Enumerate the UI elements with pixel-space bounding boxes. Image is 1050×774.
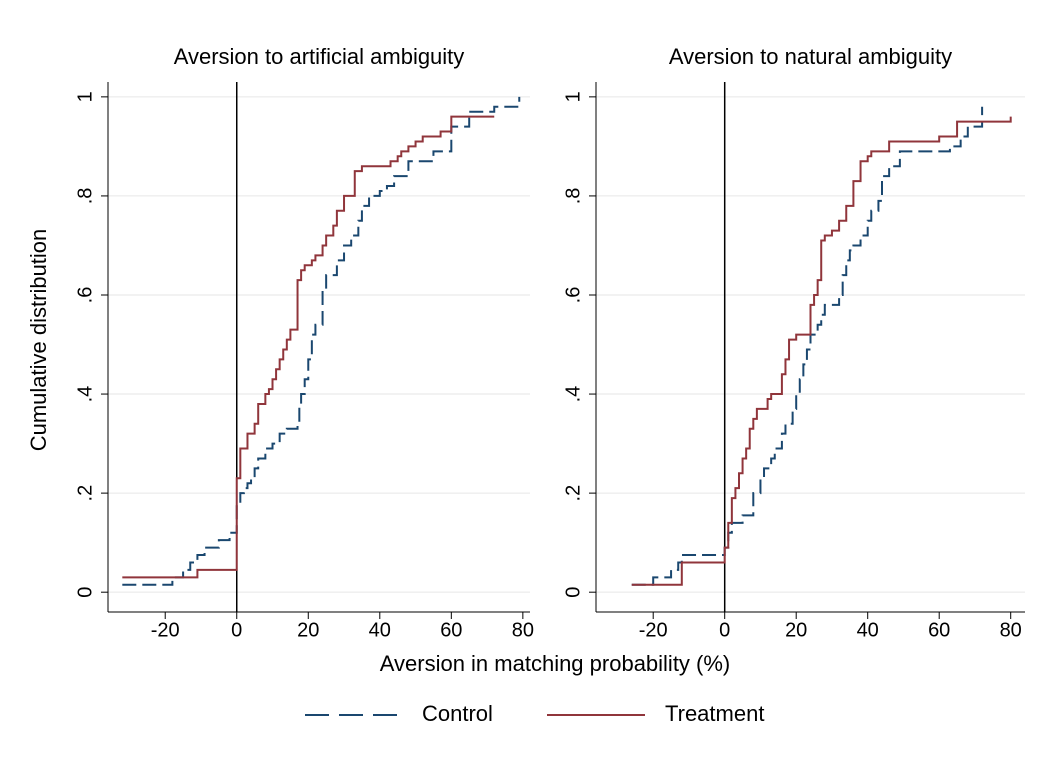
y-tick-label: .2 <box>562 485 584 502</box>
cdf-line <box>631 106 984 586</box>
chart-title: Aversion to natural ambiguity <box>669 44 952 69</box>
x-tick-label: -20 <box>639 619 668 641</box>
x-tick-label: -20 <box>151 619 180 641</box>
y-tick-label: .2 <box>74 485 96 502</box>
y-tick-label: .6 <box>562 287 584 304</box>
y-tick-label: 1 <box>74 91 96 102</box>
y-tick-label: .8 <box>562 188 584 205</box>
y-tick-label: 0 <box>562 587 584 598</box>
cdf-line <box>631 116 1012 586</box>
cdf-line <box>122 115 495 579</box>
x-tick-label: 40 <box>369 619 391 641</box>
y-tick-label: 0 <box>74 587 96 598</box>
x-tick-label: 20 <box>297 619 319 641</box>
x-tick-label: 80 <box>1000 619 1022 641</box>
x-tick-label: 80 <box>512 619 534 641</box>
x-tick-label: 0 <box>719 619 730 641</box>
chart-title: Aversion to artificial ambiguity <box>174 44 465 69</box>
x-tick-label: 60 <box>928 619 950 641</box>
legend-label: Control <box>422 701 493 726</box>
x-tick-label: 0 <box>231 619 242 641</box>
legend-label: Treatment <box>665 701 764 726</box>
y-tick-label: 1 <box>562 91 584 102</box>
y-tick-label: .4 <box>74 386 96 403</box>
x-tick-label: 20 <box>785 619 807 641</box>
y-tick-label: .8 <box>74 188 96 205</box>
x-tick-label: 40 <box>857 619 879 641</box>
x-axis-label: Aversion in matching probability (%) <box>380 651 731 676</box>
y-tick-label: .4 <box>562 386 584 403</box>
x-tick-label: 60 <box>440 619 462 641</box>
y-tick-label: .6 <box>74 287 96 304</box>
cdf-line <box>122 96 521 586</box>
y-axis-label: Cumulative distribution <box>26 229 51 452</box>
